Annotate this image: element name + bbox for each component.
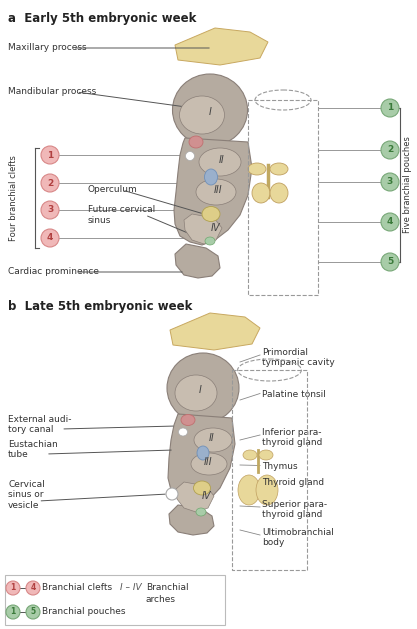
Ellipse shape: [196, 179, 236, 205]
Text: I: I: [208, 107, 211, 117]
Ellipse shape: [189, 136, 203, 148]
Text: I – IV: I – IV: [120, 584, 142, 593]
Text: 2: 2: [47, 179, 53, 187]
Polygon shape: [174, 138, 252, 245]
Ellipse shape: [178, 428, 188, 436]
Text: Thyroid gland: Thyroid gland: [262, 478, 324, 487]
Bar: [248, 100, 318, 295]
Text: 2: 2: [387, 145, 393, 155]
Text: Palatine tonsil: Palatine tonsil: [262, 390, 326, 399]
Text: Maxillary process: Maxillary process: [8, 43, 87, 52]
Text: 1: 1: [47, 150, 53, 160]
Text: Ultimobranchial
body: Ultimobranchial body: [262, 528, 334, 547]
Ellipse shape: [256, 475, 278, 505]
Polygon shape: [184, 214, 222, 244]
Text: Inferior para-
thyroid gland: Inferior para- thyroid gland: [262, 428, 322, 447]
Ellipse shape: [205, 237, 215, 245]
Text: Four branchial clefts: Four branchial clefts: [10, 155, 18, 241]
Text: 3: 3: [387, 177, 393, 187]
Ellipse shape: [173, 74, 248, 146]
Bar: [5, 575, 225, 625]
Polygon shape: [175, 28, 268, 65]
Text: Cervical
sinus or
vesicle: Cervical sinus or vesicle: [8, 480, 45, 509]
Text: 1: 1: [10, 608, 15, 616]
Ellipse shape: [243, 450, 257, 460]
Text: 1: 1: [10, 584, 15, 593]
Ellipse shape: [186, 152, 194, 160]
Text: arches: arches: [146, 596, 176, 604]
Text: Branchial pouches: Branchial pouches: [42, 608, 126, 616]
Text: Five branchial pouches: Five branchial pouches: [404, 136, 412, 233]
Ellipse shape: [252, 183, 270, 203]
Ellipse shape: [248, 163, 266, 175]
Ellipse shape: [204, 169, 218, 185]
Text: Thymus: Thymus: [262, 462, 298, 471]
Text: 4: 4: [387, 218, 393, 226]
Polygon shape: [176, 482, 214, 512]
Circle shape: [166, 488, 178, 500]
Ellipse shape: [270, 163, 288, 175]
Ellipse shape: [196, 508, 206, 516]
Ellipse shape: [181, 415, 195, 425]
Text: Mandibular process: Mandibular process: [8, 87, 96, 96]
Ellipse shape: [199, 148, 241, 176]
Circle shape: [41, 201, 59, 219]
Text: II: II: [219, 155, 225, 165]
Text: Superior para-
thyroid gland: Superior para- thyroid gland: [262, 500, 327, 520]
Text: I: I: [198, 385, 201, 395]
Text: Operculum: Operculum: [88, 186, 138, 194]
Text: 3: 3: [47, 206, 53, 214]
Text: 5: 5: [30, 608, 35, 616]
Text: a  Early 5th embryonic week: a Early 5th embryonic week: [8, 12, 196, 25]
Polygon shape: [168, 414, 235, 506]
Text: 1: 1: [387, 104, 393, 113]
Ellipse shape: [270, 183, 288, 203]
Text: II: II: [209, 433, 215, 443]
Circle shape: [381, 253, 399, 271]
Text: III: III: [203, 457, 212, 467]
Ellipse shape: [238, 475, 260, 505]
Polygon shape: [169, 505, 214, 535]
Text: Branchial: Branchial: [146, 584, 188, 593]
Text: 5: 5: [387, 257, 393, 267]
Text: Primordial
tympanic cavity: Primordial tympanic cavity: [262, 348, 335, 367]
Circle shape: [6, 605, 20, 619]
Ellipse shape: [179, 96, 224, 134]
Polygon shape: [170, 313, 260, 350]
Text: b  Late 5th embryonic week: b Late 5th embryonic week: [8, 300, 192, 313]
Ellipse shape: [175, 375, 217, 411]
Ellipse shape: [197, 446, 209, 460]
Ellipse shape: [259, 450, 273, 460]
Circle shape: [41, 146, 59, 164]
Circle shape: [26, 605, 40, 619]
Text: 4: 4: [47, 233, 53, 243]
Circle shape: [6, 581, 20, 595]
Bar: [232, 370, 307, 570]
Ellipse shape: [194, 428, 232, 452]
Circle shape: [381, 141, 399, 159]
Text: Future cervical
sinus: Future cervical sinus: [88, 205, 155, 225]
Text: External audi-
tory canal: External audi- tory canal: [8, 415, 71, 435]
Text: IV: IV: [210, 223, 220, 233]
Text: Eustachian
tube: Eustachian tube: [8, 440, 58, 459]
Ellipse shape: [191, 453, 227, 475]
Circle shape: [26, 581, 40, 595]
Text: III: III: [214, 185, 222, 195]
Circle shape: [41, 229, 59, 247]
Circle shape: [381, 213, 399, 231]
Circle shape: [41, 174, 59, 192]
Text: IV: IV: [201, 491, 211, 501]
Text: Cardiac prominence: Cardiac prominence: [8, 267, 99, 277]
Ellipse shape: [193, 481, 211, 495]
Ellipse shape: [202, 206, 220, 221]
Ellipse shape: [167, 353, 239, 423]
Text: Branchial clefts: Branchial clefts: [42, 584, 112, 593]
Text: 4: 4: [30, 584, 35, 593]
Polygon shape: [175, 244, 220, 278]
Circle shape: [381, 173, 399, 191]
Circle shape: [381, 99, 399, 117]
